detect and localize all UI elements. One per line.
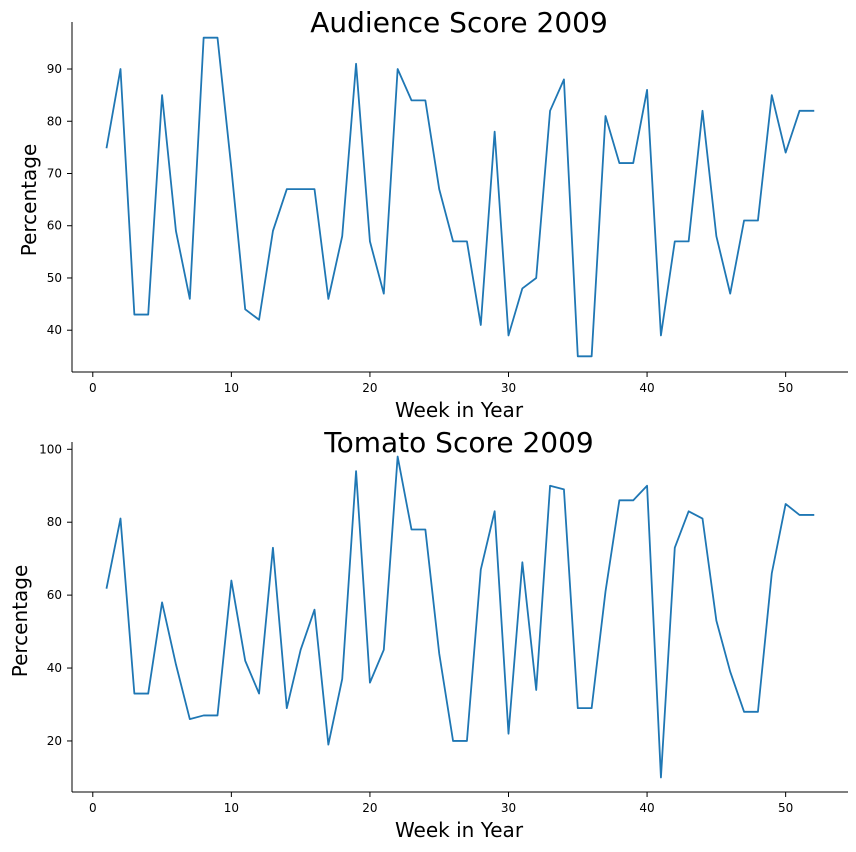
x-ticks: 0 10 20 30 40 50 (89, 372, 793, 395)
x-tick-label: 40 (639, 381, 654, 395)
x-tick-label: 10 (224, 801, 239, 815)
chart-title: Tomato Score 2009 (323, 426, 594, 459)
series-line (105, 455, 815, 779)
series-points (106, 37, 814, 357)
x-tick-label: 20 (362, 801, 377, 815)
x-tick-label: 10 (224, 381, 239, 395)
y-tick-label: 40 (47, 661, 62, 675)
x-ticks: 0 10 20 30 40 50 (89, 792, 793, 815)
y-tick-label: 70 (47, 166, 62, 180)
x-axis-label: Week in Year (395, 818, 524, 842)
y-tick-label: 100 (39, 442, 62, 456)
x-tick-label: 30 (501, 381, 516, 395)
chart-tomato-score: Tomato Score 2009 0 10 20 30 40 50 20 40 60 80 10… (8, 426, 848, 842)
y-ticks: 20 40 60 80 100 (39, 442, 72, 748)
y-tick-label: 80 (47, 515, 62, 529)
y-tick-label: 90 (47, 62, 62, 76)
y-tick-label: 80 (47, 114, 62, 128)
x-tick-label: 0 (89, 381, 97, 395)
x-tick-label: 40 (639, 801, 654, 815)
y-tick-label: 50 (47, 271, 62, 285)
chart-title: Audience Score 2009 (310, 6, 608, 39)
y-tick-label: 60 (47, 588, 62, 602)
chart-audience-score: Audience Score 2009 0 10 20 30 40 50 40 50 60 70… (17, 6, 848, 422)
x-tick-label: 0 (89, 801, 97, 815)
y-tick-label: 60 (47, 219, 62, 233)
y-tick-label: 20 (47, 734, 62, 748)
series-points (106, 456, 814, 778)
x-tick-label: 50 (778, 801, 793, 815)
x-tick-label: 50 (778, 381, 793, 395)
x-axis-label: Week in Year (395, 398, 524, 422)
y-axis-label: Percentage (17, 144, 41, 257)
y-tick-label: 40 (47, 323, 62, 337)
series-line (105, 36, 815, 358)
y-ticks: 40 50 60 70 80 90 (47, 62, 72, 337)
x-tick-label: 20 (362, 381, 377, 395)
y-axis-label: Percentage (8, 565, 32, 678)
x-tick-label: 30 (501, 801, 516, 815)
